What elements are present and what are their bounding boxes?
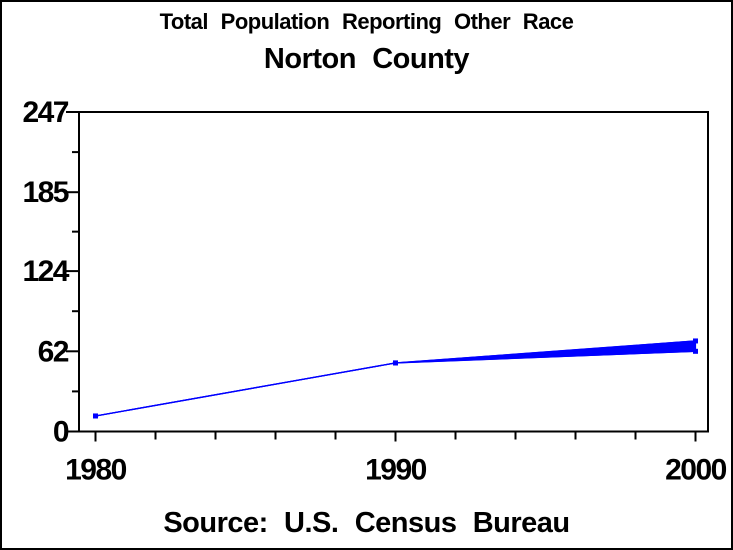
data-marker	[393, 360, 398, 366]
plot-frame	[78, 111, 709, 433]
data-marker	[693, 338, 698, 344]
data-marker	[93, 413, 98, 419]
data-marker	[693, 348, 698, 354]
y-tick-label: 185	[22, 176, 68, 209]
chart-subtitle: Norton County	[263, 43, 470, 75]
source-footnote: Source: U.S. Census Bureau	[163, 507, 570, 539]
data-band	[95, 340, 697, 417]
x-tick-label: 2000	[665, 454, 727, 487]
y-tick-label: 0	[53, 416, 69, 449]
chart-title: Total Population Reporting Other Race	[159, 9, 574, 34]
y-tick-label: 247	[22, 96, 68, 129]
y-tick-label: 124	[22, 255, 69, 288]
x-tick-label: 1990	[365, 454, 427, 487]
y-tick-label: 62	[38, 335, 69, 368]
x-tick-label: 1980	[65, 454, 127, 487]
